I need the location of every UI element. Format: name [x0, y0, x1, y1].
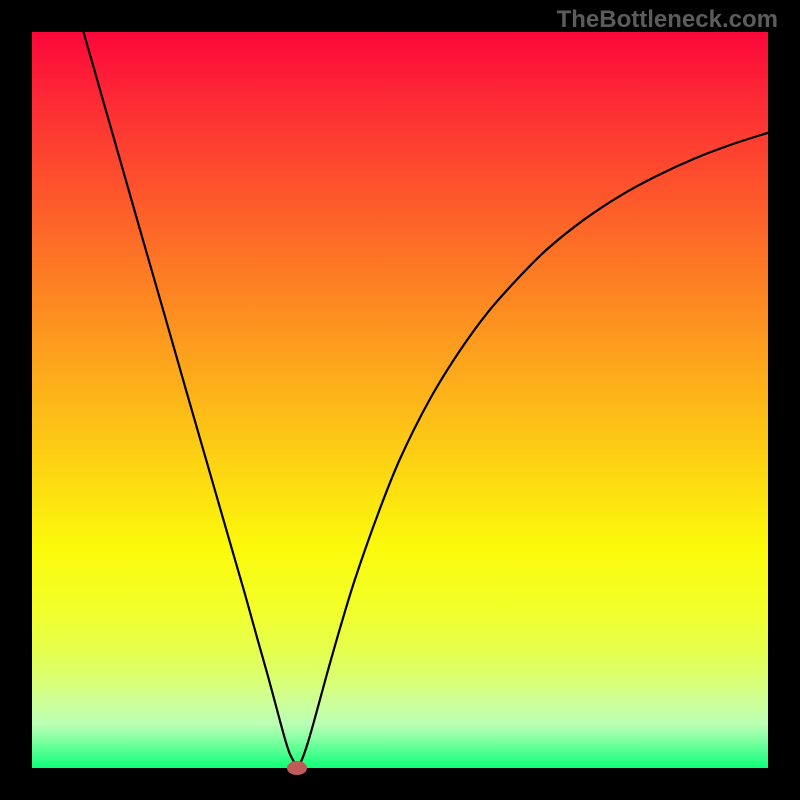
optimum-marker: [287, 761, 308, 775]
chart-container: TheBottleneck.com: [0, 0, 800, 800]
watermark-text: TheBottleneck.com: [557, 6, 778, 34]
plot-area: [32, 32, 768, 768]
curve-layer: [32, 32, 768, 768]
bottleneck-curve: [84, 32, 768, 766]
